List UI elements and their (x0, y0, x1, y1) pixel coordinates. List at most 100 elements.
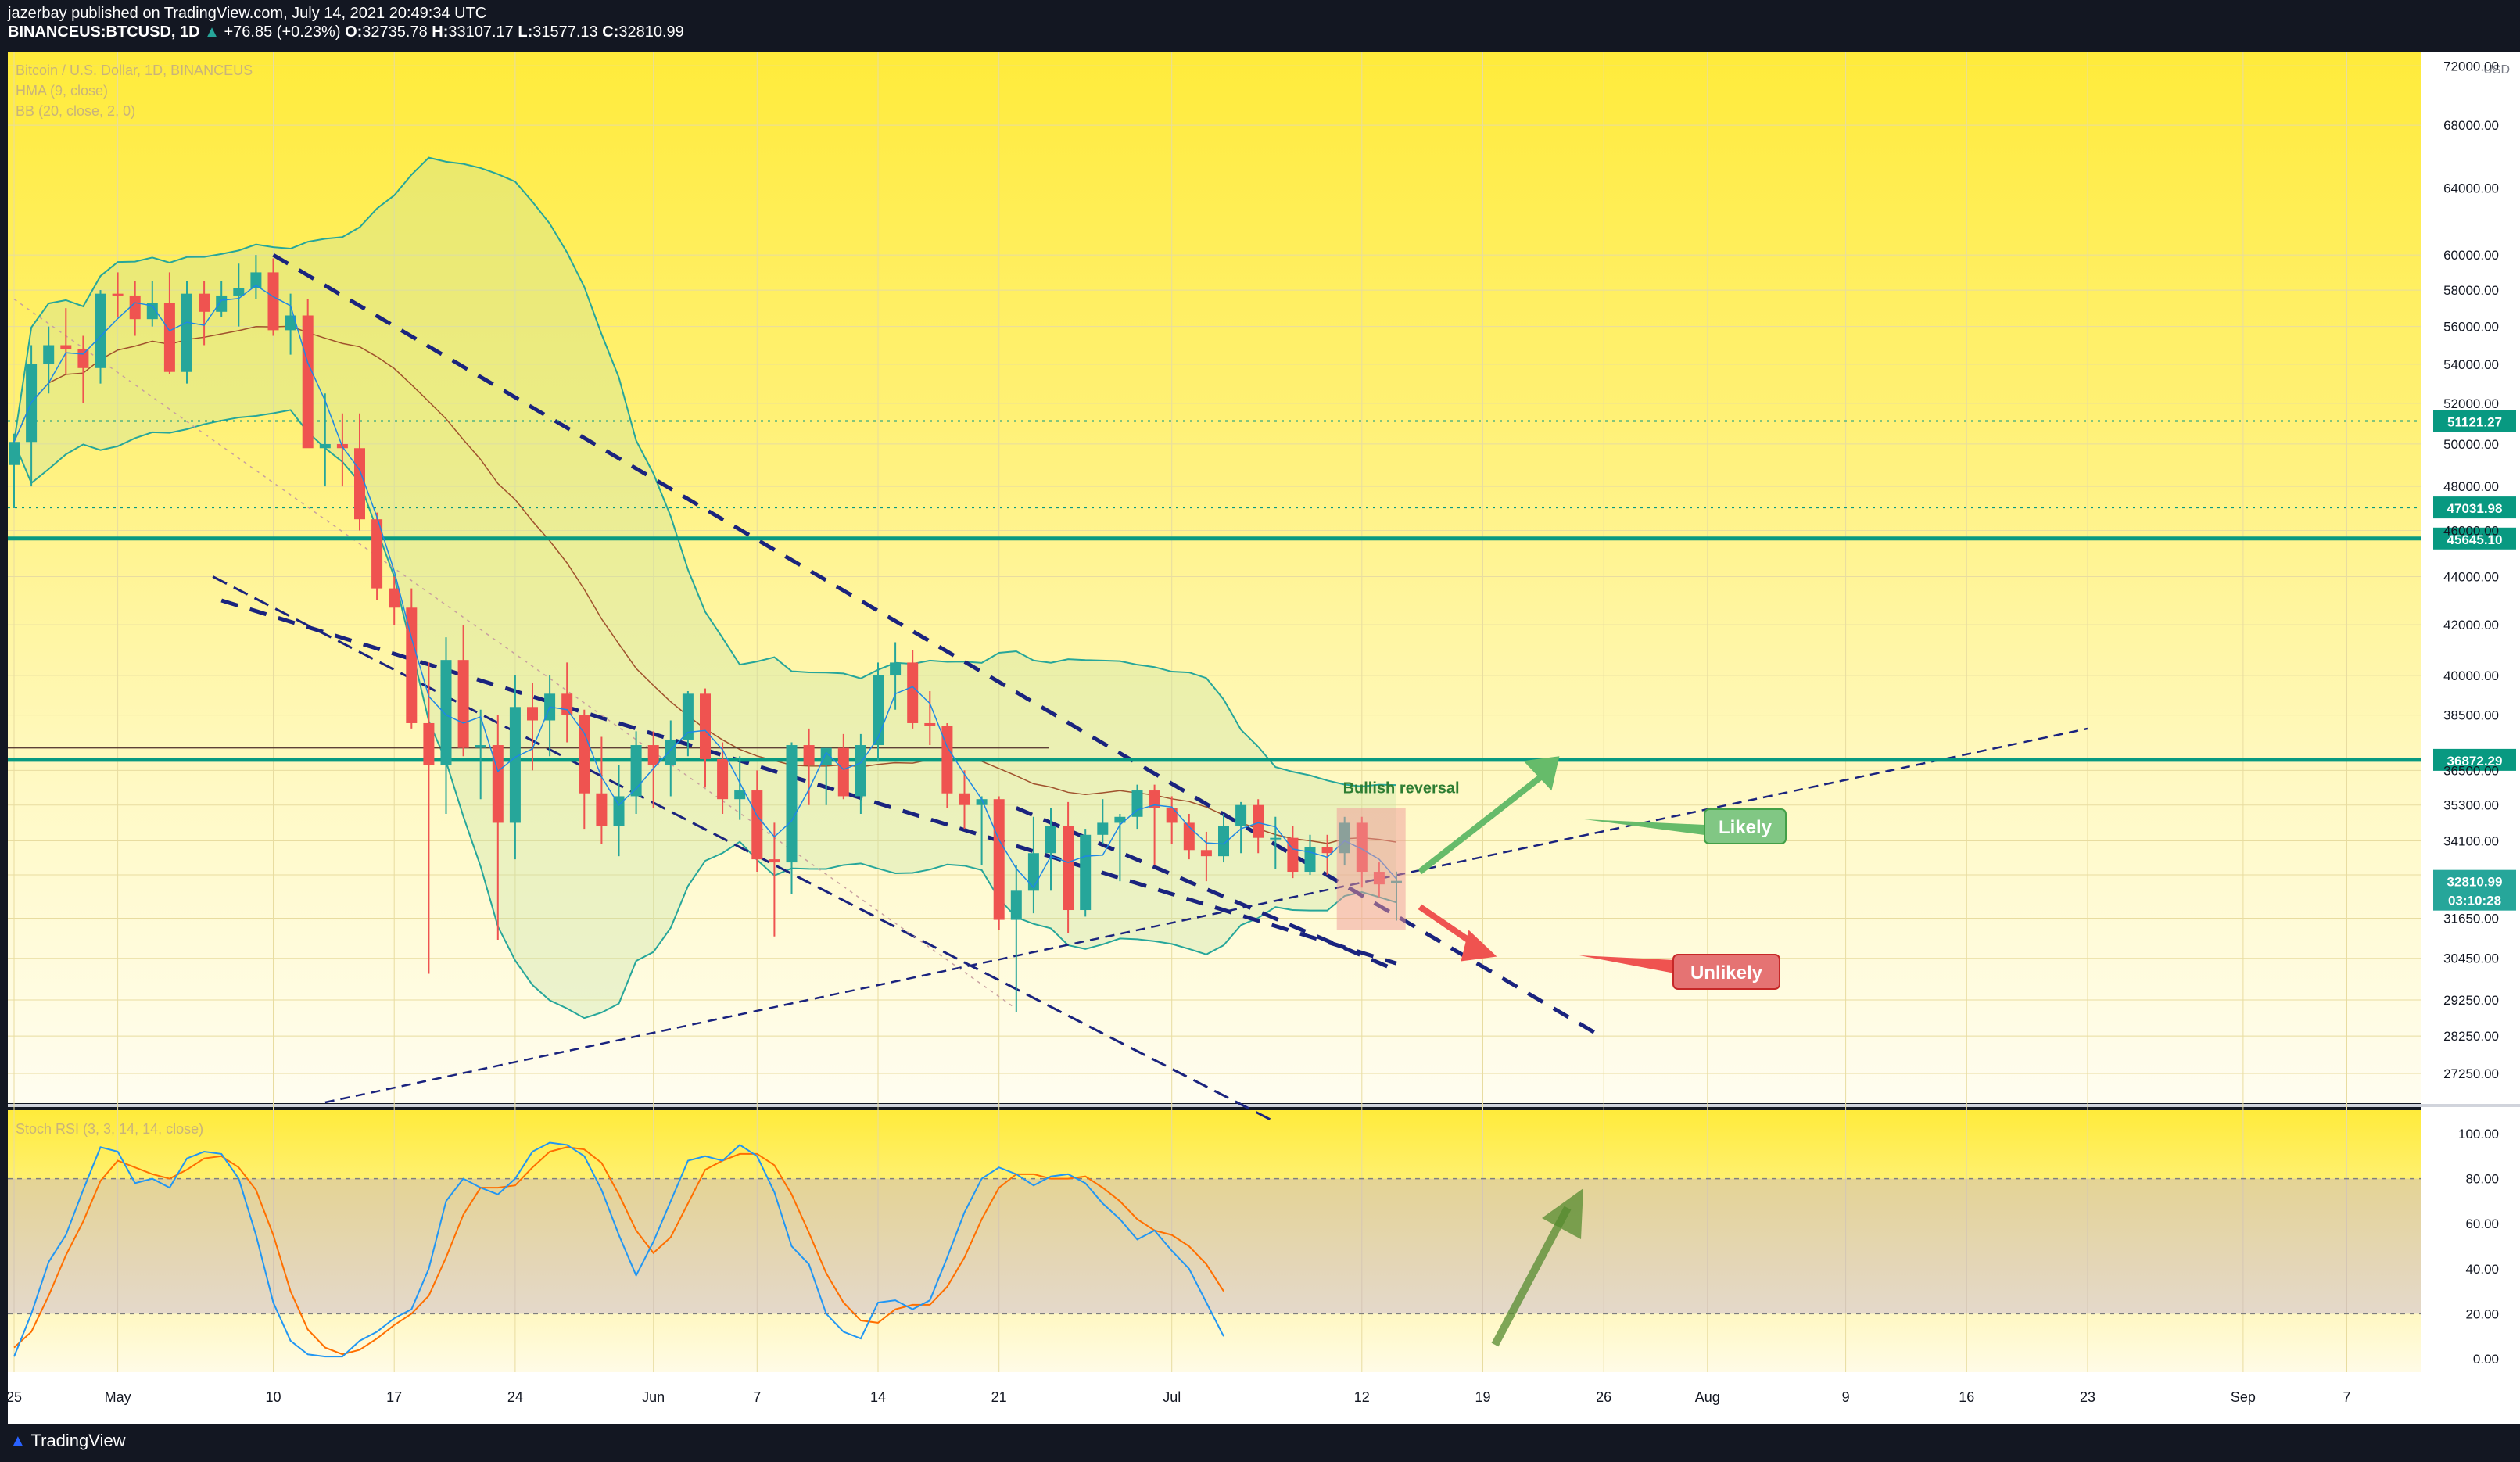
candle-body-17 (302, 315, 314, 449)
legend-bb: BB (20, close, 2, 0) (16, 103, 135, 119)
candle-body-29 (509, 707, 521, 823)
price-tick-2: 29250.00 (2443, 993, 2499, 1008)
candle-body-65 (1131, 790, 1143, 817)
likely-arrow-shaft (1418, 771, 1547, 875)
candle-body-15 (267, 272, 279, 331)
candle-body-24 (423, 722, 435, 765)
price-tick-1: 28250.00 (2443, 1029, 2499, 1044)
bb-lower (13, 409, 1397, 1019)
candle-body-8 (146, 303, 158, 320)
low-value: 31577.13 (532, 23, 598, 41)
level-tag-1 (2433, 496, 2516, 519)
up-arrow-icon: ▲ (204, 23, 220, 41)
candle-body-74 (1287, 837, 1299, 873)
candle-body-60 (1045, 826, 1056, 854)
candle-body-27 (475, 745, 486, 748)
price-change: +76.85 (+0.23%) (224, 23, 341, 41)
candle-body-75 (1304, 847, 1316, 873)
candle-body-4 (77, 349, 89, 368)
candle-body-36 (630, 745, 642, 797)
level-label-0: 51121.27 (2447, 415, 2502, 430)
candle-body-48 (837, 747, 849, 797)
grid-lines (8, 52, 2421, 1372)
unlikely-badge (1672, 954, 1780, 990)
tradingview-logo[interactable]: ▲ TradingView (9, 1431, 126, 1451)
trendline-support (324, 727, 2088, 1104)
close-label: C: (602, 23, 619, 41)
candle-body-28 (492, 745, 504, 823)
brand-label: TradingView (30, 1431, 126, 1450)
candle-body-47 (820, 747, 832, 765)
rsi-tick-2: 40.00 (2465, 1262, 2499, 1277)
rsi-tick-5: 100.00 (2458, 1127, 2499, 1141)
candle-body-37 (647, 745, 659, 765)
price-tick-19: 58000.00 (2443, 283, 2499, 298)
hma-line (13, 285, 1397, 889)
symbol-ohlc: BINANCEUS:BTCUSD, 1D ▲ +76.85 (+0.23%) O… (8, 23, 684, 41)
level-label-1: 47031.98 (2447, 501, 2503, 516)
annotations: Bullish reversal Likely Unlikely (1336, 756, 1787, 1347)
candle-body-55 (959, 793, 970, 805)
time-tick-10: 12 (1354, 1389, 1370, 1405)
candle-body-35 (613, 796, 625, 826)
stoch-k-line (13, 1141, 1224, 1358)
price-tick-17: 54000.00 (2443, 357, 2499, 372)
stoch-rsi-lines (13, 1141, 1224, 1358)
rsi-tick-4: 80.00 (2465, 1172, 2499, 1187)
countdown-label: 03:10:28 (2448, 894, 2501, 908)
candle-body-13 (233, 288, 245, 296)
candle-body-32 (561, 693, 573, 715)
candle-body-64 (1114, 816, 1126, 823)
rsi-pane-background (8, 1110, 2421, 1372)
candle-body-25 (440, 660, 452, 765)
candle-body-62 (1080, 834, 1092, 911)
price-tick-0: 27250.00 (2443, 1066, 2499, 1081)
candle-body-49 (855, 745, 866, 797)
legend-rsi: Stoch RSI (3, 3, 14, 14, close) (16, 1121, 203, 1137)
time-tick-14: 9 (1842, 1389, 1850, 1405)
candle-body-63 (1097, 822, 1109, 835)
price-tick-4: 31650.00 (2443, 911, 2499, 926)
candle-body-59 (1027, 853, 1039, 891)
price-tick-9: 38500.00 (2443, 708, 2499, 723)
likely-arrow-head (1523, 756, 1560, 791)
candle-body-44 (769, 859, 780, 863)
candle-body-2 (43, 345, 55, 364)
time-tick-4: 24 (507, 1389, 523, 1405)
candle-body-69 (1200, 850, 1212, 857)
price-tick-22: 68000.00 (2443, 118, 2499, 133)
candle-body-34 (596, 793, 608, 826)
time-tick-9: Jul (1163, 1389, 1181, 1405)
candle-body-26 (457, 660, 469, 748)
price-pane-background (8, 52, 2421, 1103)
time-tick-18: 7 (2343, 1389, 2350, 1405)
candle-body-10 (181, 293, 192, 372)
candle-body-3 (60, 345, 72, 349)
candle-body-52 (907, 662, 919, 723)
candle-body-66 (1149, 790, 1160, 808)
candle-body-56 (976, 799, 988, 805)
price-tick-23: 72000.00 (2443, 59, 2499, 73)
time-tick-13: Aug (1695, 1389, 1720, 1405)
candle-body-40 (700, 693, 711, 759)
level-tag-0 (2433, 410, 2516, 432)
candle-body-53 (924, 722, 936, 726)
rsi-band (8, 1177, 2421, 1315)
rsi-arrow-head (1542, 1188, 1583, 1239)
candle-body-67 (1166, 808, 1178, 823)
tv-logo-icon: ▲ (9, 1431, 27, 1450)
candle-body-18 (319, 443, 331, 449)
price-tick-21: 64000.00 (2443, 181, 2499, 196)
time-axis-background (8, 1372, 2520, 1424)
candle-body-45 (786, 745, 798, 863)
rsi-arrow-shaft (1491, 1206, 1572, 1347)
time-tick-2: 10 (265, 1389, 281, 1405)
publish-info: jazerbay published on TradingView.com, J… (8, 5, 487, 22)
current-price-tag (2433, 869, 2516, 911)
price-tick-11: 42000.00 (2443, 618, 2499, 632)
low-label: L: (518, 23, 533, 41)
time-tick-5: Jun (642, 1389, 665, 1405)
price-tick-14: 48000.00 (2443, 479, 2499, 494)
